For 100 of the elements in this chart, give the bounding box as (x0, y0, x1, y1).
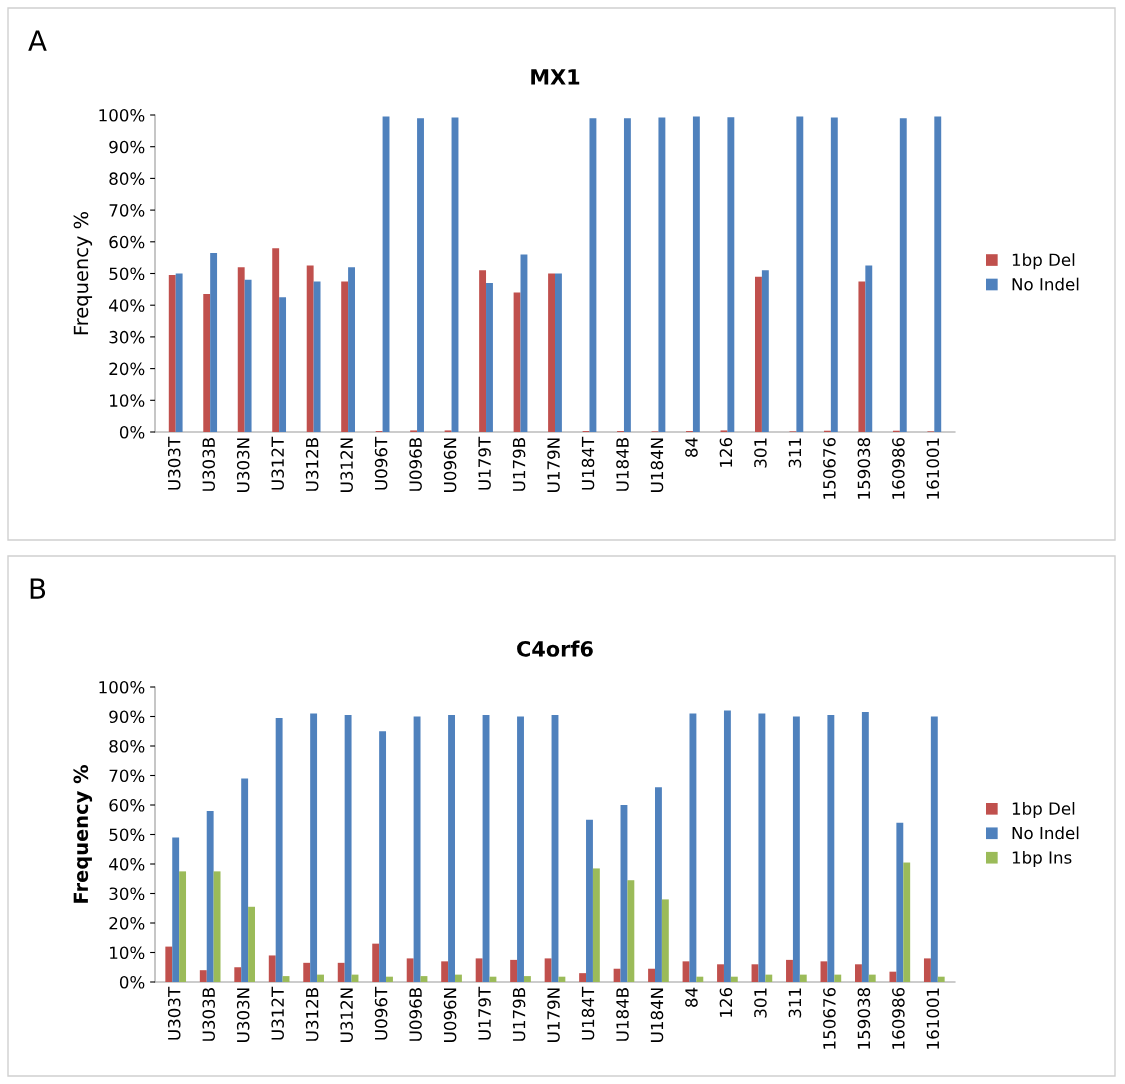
x-tick-label: U184N (650, 988, 664, 1042)
bar (168, 275, 176, 432)
y-tick-label: 40% (109, 299, 145, 312)
bar (448, 715, 455, 982)
bar (827, 715, 835, 982)
x-tick-label: 311 (788, 438, 802, 468)
bar (889, 971, 897, 982)
bar (510, 959, 518, 982)
bar (341, 281, 349, 432)
x-tick-label: U303N (236, 438, 250, 492)
x-tick-label: U184T (581, 436, 595, 490)
bar (306, 265, 314, 432)
x-tick-label: U303T (167, 436, 181, 490)
bar (899, 118, 907, 432)
x-tick-label: U096N (443, 438, 457, 492)
x-tick-label: 126 (719, 437, 733, 467)
bar (379, 731, 387, 982)
y-tick-label: 50% (109, 267, 145, 281)
x-tick-label: U312N (340, 438, 353, 492)
bar (661, 899, 669, 982)
bar (275, 717, 283, 982)
text: A (28, 30, 47, 51)
bar (930, 716, 938, 982)
bar (544, 958, 552, 982)
bar (303, 962, 311, 982)
bar (455, 974, 462, 982)
chart-title: MX1 (531, 69, 580, 85)
x-tick-label: U179T (478, 436, 491, 490)
x-tick-label: U303B (202, 988, 216, 1041)
y-tick-label: 20% (109, 362, 145, 376)
x-tick-label: 159038 (857, 438, 871, 499)
y-tick-label: 80% (109, 739, 145, 753)
x-tick-label: U179N (547, 438, 560, 492)
bar (179, 871, 187, 982)
bar (486, 283, 493, 432)
legend-label: No Indel (1012, 277, 1079, 291)
x-tick-label: 311 (788, 988, 802, 1018)
bar (317, 974, 324, 982)
x-tick-label: U096T (374, 436, 388, 490)
x-tick-label: 161001 (926, 988, 940, 1049)
bar (344, 715, 352, 982)
chart-title: C4orf6 (517, 640, 593, 657)
x-tick-label: U184T (581, 986, 595, 1040)
bar (372, 943, 380, 982)
bar (237, 267, 245, 432)
x-tick-label: U179N (547, 988, 560, 1042)
bar (658, 117, 666, 432)
bar (692, 116, 700, 432)
bar (858, 281, 866, 432)
bar (386, 976, 393, 982)
bar (441, 961, 449, 982)
x-tick-label: U312T (271, 436, 284, 490)
legend-label: No Indel (1012, 826, 1079, 840)
y-axis-title: Frequency % (73, 765, 93, 903)
y-tick-label: 50% (109, 828, 145, 842)
bar (830, 117, 838, 432)
x-tick-label: U096N (443, 988, 457, 1042)
x-tick-label: 161001 (926, 438, 940, 499)
bar (648, 968, 655, 982)
bar (792, 716, 800, 982)
bar (689, 713, 697, 982)
bar (586, 819, 593, 982)
bar (761, 270, 769, 432)
y-tick-label: 0% (119, 975, 145, 989)
bar (313, 281, 321, 432)
bar (310, 713, 318, 982)
bar (348, 267, 355, 432)
bar (272, 248, 280, 432)
bar (213, 871, 221, 982)
x-tick-label: U312B (305, 438, 319, 491)
x-tick-label: 301 (754, 988, 767, 1018)
bar (489, 976, 497, 982)
legend-label: 1bp Ins (1012, 850, 1072, 868)
bar (861, 712, 869, 982)
x-tick-label: U184B (616, 988, 629, 1041)
bar (579, 973, 587, 982)
y-tick-label: 30% (109, 330, 145, 344)
bar (248, 906, 255, 982)
y-tick-label: 80% (109, 172, 145, 185)
y-tick-label: 90% (109, 710, 145, 724)
y-tick-label: 70% (109, 769, 145, 783)
bar (558, 976, 566, 982)
bar (903, 862, 911, 982)
x-tick-label: U303B (202, 438, 216, 491)
y-tick-label: 10% (110, 946, 145, 960)
bar (855, 964, 862, 982)
bar (206, 810, 214, 982)
legend-label: 1bp Del (1012, 253, 1075, 270)
x-tick-label: U303N (236, 988, 250, 1042)
y-tick-label: 30% (109, 887, 145, 901)
bar (696, 976, 704, 982)
x-tick-label: 126 (719, 987, 733, 1017)
bar (241, 778, 249, 982)
x-tick-label: U312T (271, 986, 284, 1040)
x-tick-label: 84 (685, 987, 698, 1007)
y-tick-label: 40% (109, 857, 145, 871)
bar (175, 273, 183, 432)
bar (755, 276, 762, 432)
x-tick-label: 150676 (823, 987, 836, 1049)
bar (406, 958, 414, 982)
